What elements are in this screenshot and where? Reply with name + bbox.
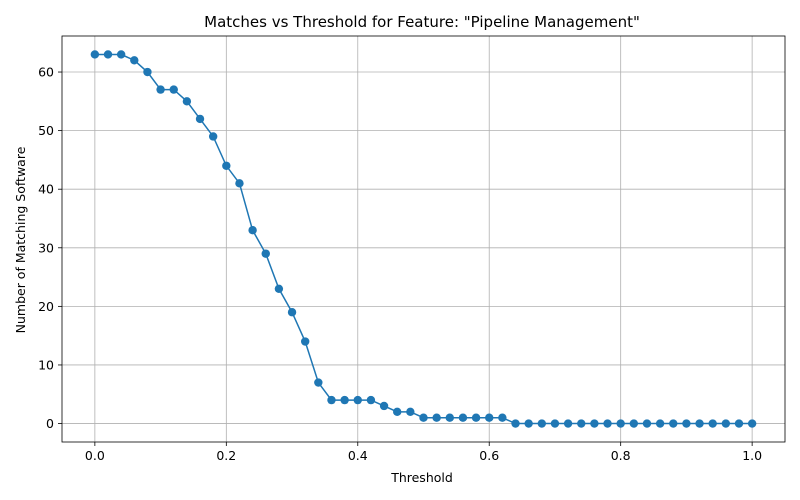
x-axis-label: Threshold (390, 470, 453, 485)
data-point (379, 401, 389, 411)
data-point (130, 56, 139, 65)
data-point (235, 179, 244, 188)
y-axis-label: Number of Matching Software (13, 146, 28, 333)
data-point (498, 413, 507, 422)
y-tick-label: 0 (46, 416, 54, 431)
data-point (669, 419, 678, 428)
data-point (156, 85, 165, 94)
y-tick-label: 40 (38, 182, 54, 197)
data-point (419, 413, 428, 422)
x-tick-label: 1.0 (742, 448, 762, 463)
data-point (550, 419, 560, 428)
data-point (248, 226, 257, 235)
x-axis-ticks: 0.0 0.2 0.4 0.6 0.8 1.0 (85, 442, 762, 463)
y-tick-label: 60 (38, 65, 54, 80)
data-point (616, 419, 625, 428)
plot-frame (61, 35, 786, 443)
data-point (195, 114, 205, 124)
chart-title: Matches vs Threshold for Feature: "Pipel… (204, 13, 640, 31)
data-point (642, 419, 652, 428)
data-point (590, 419, 599, 428)
data-point (406, 407, 415, 417)
x-tick-label: 0.0 (85, 448, 105, 463)
data-point (708, 419, 717, 428)
data-point (353, 395, 362, 405)
series-line (94, 53, 753, 425)
x-tick-label: 0.4 (348, 448, 368, 463)
data-point (695, 419, 704, 428)
data-point (721, 419, 731, 428)
data-point (208, 132, 218, 141)
series-line-path (94, 53, 753, 425)
data-point (182, 97, 192, 106)
data-point (603, 419, 612, 428)
y-tick-label: 10 (38, 357, 54, 372)
y-tick-label: 30 (38, 240, 54, 255)
y-tick-label: 50 (38, 123, 54, 138)
data-point (471, 413, 481, 422)
x-tick-label: 0.8 (611, 448, 631, 463)
data-point (90, 50, 100, 59)
data-point (314, 378, 323, 387)
data-point (366, 395, 376, 405)
data-point (682, 419, 691, 428)
data-point (300, 337, 310, 346)
data-point (327, 395, 336, 405)
data-point (747, 419, 757, 428)
data-point (577, 419, 586, 428)
data-point (537, 419, 547, 428)
data-point (445, 413, 454, 422)
data-point (655, 419, 665, 428)
data-point (287, 308, 297, 317)
y-axis-ticks: 0 10 20 30 40 50 60 (38, 65, 62, 431)
data-point (524, 419, 533, 428)
data-point (103, 50, 113, 59)
data-point (261, 249, 270, 258)
data-point (274, 284, 284, 293)
data-point (629, 419, 639, 428)
data-point (169, 85, 178, 94)
data-point (432, 413, 441, 422)
x-tick-label: 0.6 (479, 448, 499, 463)
axes-frame (61, 35, 786, 443)
x-tick-label: 0.2 (216, 448, 236, 463)
data-point (734, 419, 744, 428)
data-point (143, 67, 152, 77)
data-point (485, 413, 494, 422)
grid-lines (62, 36, 785, 442)
y-tick-label: 20 (38, 299, 54, 314)
data-point (458, 413, 468, 422)
data-point (563, 419, 573, 428)
data-point (340, 395, 349, 405)
data-point (116, 50, 126, 59)
data-point (393, 407, 402, 417)
data-point (511, 419, 520, 428)
data-point (222, 161, 231, 170)
data-points (90, 50, 757, 428)
